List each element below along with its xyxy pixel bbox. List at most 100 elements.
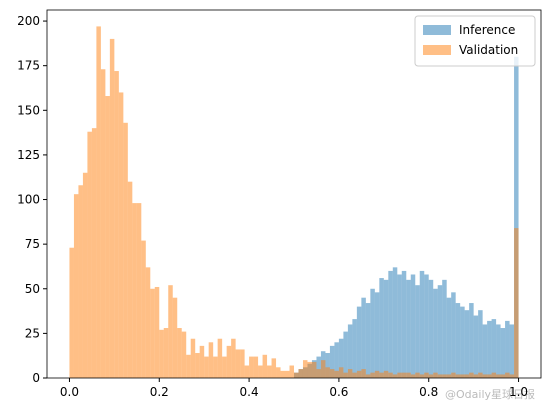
histogram-bar [307,361,312,378]
histogram-bar [451,292,456,378]
histogram-bar [127,181,133,378]
histogram-bar [509,374,515,378]
histogram-bar [487,374,492,378]
histogram-bar [437,285,443,378]
histogram-bar [262,354,268,378]
histogram-bar [141,240,146,378]
histogram-bar [505,372,510,378]
histogram-bar [473,315,479,378]
y-tick-label: 175 [17,59,40,73]
histogram-bar [334,342,339,378]
histogram-bar [392,267,398,378]
histogram-bar [172,297,178,378]
histogram-bar [285,370,290,378]
histogram-bar [343,372,348,378]
histogram-bar [145,267,151,378]
histogram-bar [401,372,407,378]
histogram-bar [509,324,515,378]
histogram-bar [154,286,160,378]
histogram-bar [343,331,348,378]
histogram-bar [356,306,362,378]
histogram-bar [415,372,420,378]
histogram-bar [87,131,92,378]
histogram-bar [244,365,250,378]
histogram-bar [168,285,173,378]
histogram-bar [356,370,362,378]
x-tick-label: 0.8 [419,385,438,399]
histogram-bar [100,69,106,378]
x-tick-label: 0.0 [60,385,79,399]
histogram-bar [271,358,277,378]
histogram-bar [231,338,236,378]
histogram-bar [428,374,434,378]
histogram-bar [123,122,128,378]
histogram-bar [419,374,425,378]
histogram-bar [451,372,456,378]
histogram-bar [374,292,380,378]
legend-label: Validation [459,43,518,57]
histogram-bar [478,372,483,378]
histogram-bar [163,328,169,378]
histogram-bar [379,372,384,378]
histogram-bar [464,374,470,378]
y-tick-label: 0 [32,371,40,385]
histogram-bar [460,306,465,378]
histogram-bar [410,274,416,378]
y-tick-label: 25 [25,326,40,340]
histogram-bar [114,71,119,378]
histogram-bar [91,128,97,378]
y-tick-label: 150 [17,103,40,117]
histogram-bar [514,56,519,379]
histogram-bar [500,328,506,378]
histogram-bar [442,374,447,378]
histogram-bar [487,320,492,378]
histogram-bar [379,278,384,378]
legend-swatch [423,45,451,55]
histogram-bar [78,185,83,378]
histogram-bar [455,374,461,378]
histogram-bar [294,372,299,378]
histogram-bar [415,285,420,378]
histogram-bar [82,172,88,378]
histogram-bar [280,370,286,378]
histogram-bar [460,374,465,378]
histogram-bar [424,372,429,378]
histogram-bar [96,26,101,379]
histogram-bar [352,319,357,378]
histogram-bar [329,369,335,378]
histogram-bar [478,310,483,378]
histogram-bar [186,354,191,378]
histogram-bar [226,345,232,378]
histogram-bar [181,331,187,378]
x-tick-label: 1.0 [509,385,528,399]
histogram-bar [325,353,330,378]
histogram-bar [406,372,411,378]
histogram-bar [370,372,375,378]
histogram-bar [316,369,321,378]
histogram-bar [469,372,474,378]
histogram-bar [334,370,339,378]
histogram-bar [199,345,205,378]
histogram-bar [365,374,371,378]
histogram-bar [159,329,164,378]
histogram-bar [276,367,281,378]
histogram-bar [437,374,443,378]
histogram-bar [374,370,380,378]
histogram-bar [383,370,389,378]
histogram-bar [442,279,447,378]
histogram-bar [118,92,124,378]
histogram-bar [347,369,353,378]
histogram-bar [491,319,497,378]
y-tick-label: 75 [25,237,40,251]
plot-frame [46,9,542,379]
histogram-bar [383,279,389,378]
histogram-bar [136,203,142,378]
y-tick-label: 100 [17,193,40,207]
histogram-bar [469,303,474,378]
histogram-bar [320,360,326,378]
histogram-bar [222,356,227,378]
legend-swatch [423,25,451,35]
histogram-bar [105,96,110,379]
histogram-bar [190,338,196,378]
